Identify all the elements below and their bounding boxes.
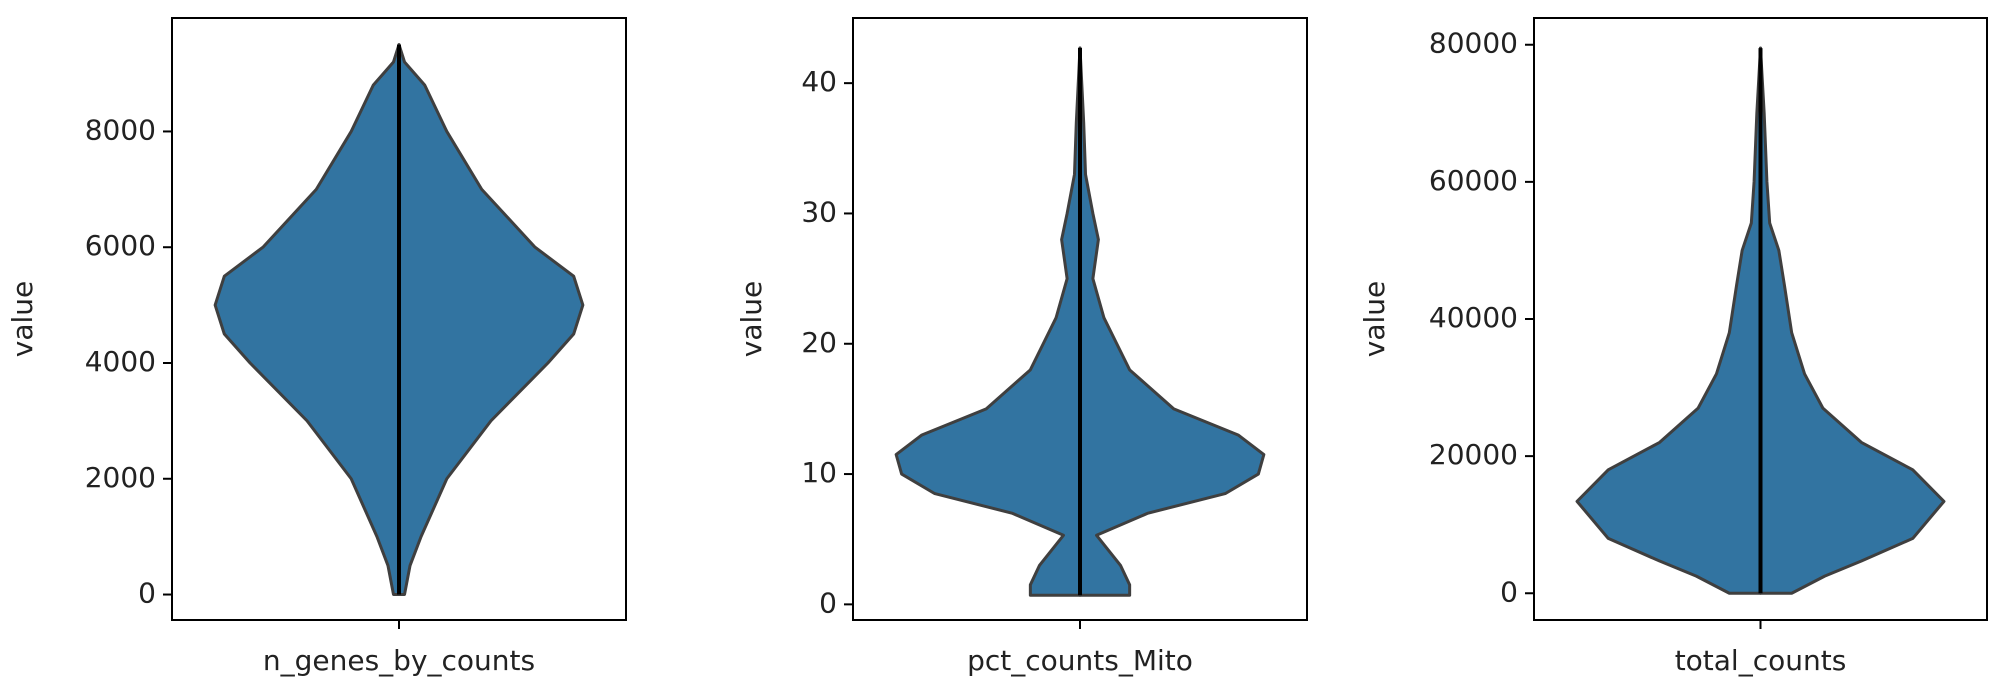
y-axis-label: value <box>6 281 39 357</box>
y-tick-label: 20 <box>801 326 837 359</box>
y-tick-label: 40000 <box>1429 301 1518 334</box>
y-tick-label: 0 <box>138 577 156 610</box>
violin-half <box>894 46 1082 597</box>
violin-half <box>213 43 401 597</box>
x-tick-label: total_counts <box>1675 644 1847 677</box>
y-tick-label: 80000 <box>1429 27 1518 60</box>
y-tick-label: 2000 <box>85 461 156 494</box>
y-tick-label: 40 <box>801 65 837 98</box>
y-tick-label: 30 <box>801 195 837 228</box>
y-tick-label: 0 <box>1500 575 1518 608</box>
violin-half <box>1575 46 1762 595</box>
y-axis-label: value <box>1358 281 1391 357</box>
y-tick-label: 6000 <box>85 229 156 262</box>
violin-half <box>397 43 585 597</box>
y-tick-label: 4000 <box>85 345 156 378</box>
violin-half <box>1078 46 1266 597</box>
x-tick-label: pct_counts_Mito <box>967 644 1193 677</box>
x-tick-label: n_genes_by_counts <box>263 644 535 677</box>
y-tick-label: 20000 <box>1429 438 1518 471</box>
y-tick-label: 10 <box>801 456 837 489</box>
y-tick-label: 0 <box>819 586 837 619</box>
y-tick-label: 60000 <box>1429 164 1518 197</box>
violin-half <box>1759 46 1946 595</box>
y-axis-label: value <box>735 281 768 357</box>
y-tick-label: 8000 <box>85 113 156 146</box>
